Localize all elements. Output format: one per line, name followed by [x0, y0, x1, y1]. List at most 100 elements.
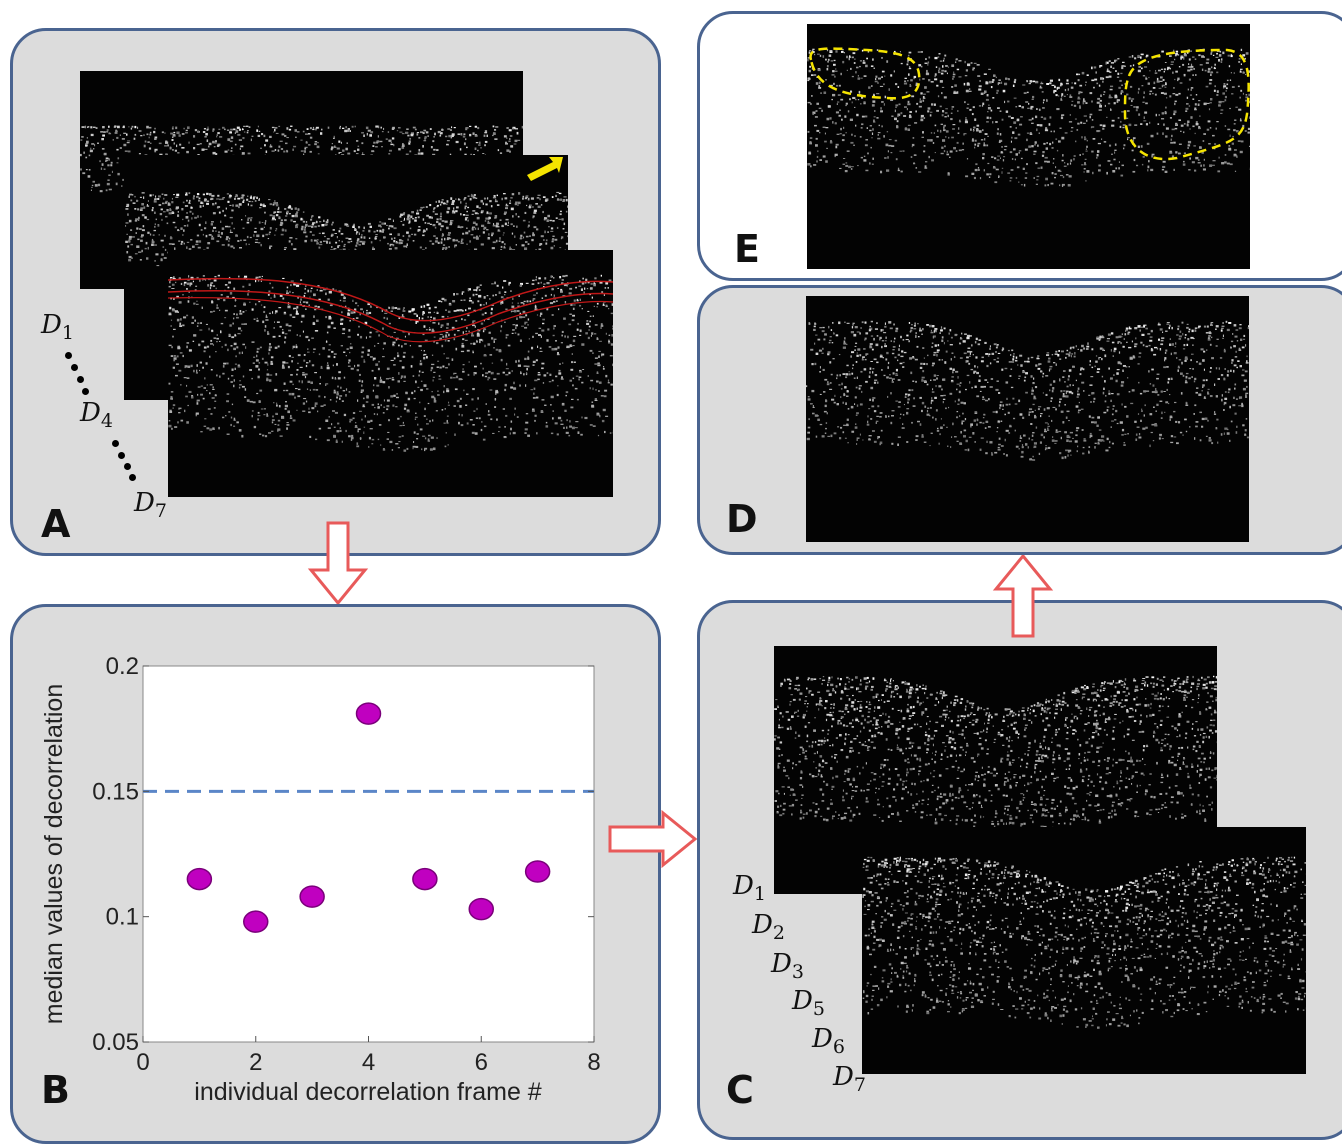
- speckle-grain: [911, 727, 913, 729]
- speckle-grain: [899, 696, 902, 699]
- speckle-grain: [853, 778, 855, 780]
- speckle-grain: [1015, 714, 1017, 716]
- speckle-grain: [1106, 767, 1109, 770]
- speckle-grain: [1198, 758, 1201, 760]
- speckle-grain: [1064, 702, 1066, 704]
- speckle-grain: [1035, 760, 1038, 761]
- speckle-grain: [867, 721, 870, 723]
- speckle-grain: [1024, 729, 1025, 731]
- speckle-grain: [817, 692, 820, 693]
- speckle-grain: [1032, 821, 1033, 823]
- speckle-grain: [866, 706, 868, 708]
- speckle-grain: [898, 710, 900, 711]
- speckle-grain: [971, 819, 973, 821]
- speckle-grain: [1071, 714, 1072, 715]
- speckle-grain: [818, 773, 819, 775]
- speckle-grain: [1170, 685, 1173, 686]
- speckle-grain: [1002, 745, 1004, 746]
- speckle-grain: [978, 802, 980, 805]
- speckle-grain: [1087, 722, 1090, 723]
- speckle-grain: [862, 744, 865, 746]
- speckle-grain: [927, 804, 928, 805]
- speckle-grain: [1009, 764, 1012, 766]
- speckle-grain: [845, 738, 847, 740]
- speckle-grain: [1135, 811, 1138, 812]
- speckle-grain: [1097, 804, 1099, 806]
- speckle-grain: [1172, 691, 1174, 692]
- speckle-grain: [912, 688, 914, 689]
- speckle-grain: [988, 719, 990, 721]
- speckle-grain: [816, 704, 817, 706]
- speckle-grain: [1084, 729, 1086, 731]
- speckle-grain: [1093, 684, 1095, 685]
- speckle-grain: [1124, 735, 1125, 737]
- speckle-grain: [1137, 785, 1138, 788]
- speckle-grain: [1004, 777, 1007, 779]
- speckle-grain: [907, 731, 909, 732]
- speckle-grain: [1202, 687, 1205, 689]
- speckle-grain: [776, 747, 779, 749]
- speckle-grain: [818, 708, 819, 710]
- speckle-grain: [942, 802, 945, 804]
- speckle-grain: [1213, 752, 1215, 754]
- speckle-grain: [1065, 717, 1068, 719]
- speckle-grain: [973, 714, 976, 715]
- speckle-grain: [797, 716, 799, 717]
- speckle-grain: [934, 790, 935, 791]
- speckle-grain: [1103, 688, 1106, 690]
- speckle-grain: [966, 743, 968, 744]
- speckle-grain: [1149, 773, 1151, 774]
- speckle-grain: [964, 716, 966, 718]
- speckle-grain: [1107, 682, 1110, 684]
- speckle-grain: [1112, 738, 1115, 740]
- speckle-grain: [1162, 804, 1164, 806]
- speckle-grain: [1027, 754, 1029, 756]
- speckle-grain: [1096, 720, 1097, 722]
- speckle-grain: [1060, 801, 1062, 803]
- speckle-grain: [787, 679, 790, 681]
- speckle-grain: [981, 807, 983, 808]
- speckle-grain: [1198, 729, 1199, 731]
- speckle-grain: [794, 712, 797, 713]
- speckle-grain: [794, 713, 795, 714]
- speckle-grain: [1047, 708, 1050, 710]
- speckle-grain: [910, 768, 913, 770]
- speckle-grain: [907, 738, 910, 741]
- speckle-grain: [958, 791, 960, 792]
- speckle-grain: [852, 719, 853, 721]
- speckle-grain: [1164, 738, 1166, 739]
- speckle-grain: [1022, 775, 1025, 777]
- speckle-grain: [1011, 724, 1013, 726]
- speckle-grain: [1092, 686, 1095, 688]
- speckle-grain: [1062, 701, 1065, 703]
- speckle-grain: [919, 759, 921, 761]
- speckle-grain: [1051, 808, 1053, 810]
- speckle-grain: [1043, 795, 1044, 796]
- speckle-grain: [807, 706, 808, 707]
- speckle-grain: [1176, 736, 1178, 737]
- speckle-grain: [1169, 815, 1170, 818]
- speckle-grain: [1120, 776, 1121, 778]
- speckle-grain: [1096, 694, 1099, 697]
- speckle-grain: [1158, 808, 1160, 810]
- speckle-grain: [924, 692, 925, 694]
- speckle-grain: [1141, 689, 1144, 690]
- speckle-grain: [926, 748, 928, 749]
- speckle-grain: [1142, 731, 1145, 733]
- speckle-grain: [1003, 716, 1005, 718]
- speckle-grain: [984, 723, 985, 725]
- speckle-grain: [1113, 701, 1115, 703]
- speckle-grain: [907, 710, 910, 713]
- speckle-grain: [1044, 710, 1046, 713]
- speckle-grain: [846, 726, 849, 727]
- speckle-grain: [813, 729, 816, 732]
- speckle-grain: [888, 783, 891, 785]
- speckle-grain: [844, 813, 847, 814]
- speckle-grain: [852, 786, 853, 788]
- speckle-grain: [1167, 775, 1168, 778]
- speckle-grain: [1114, 814, 1117, 816]
- speckle-grain: [1084, 760, 1086, 762]
- speckle-grain: [860, 731, 861, 733]
- speckle-grain: [1103, 809, 1105, 810]
